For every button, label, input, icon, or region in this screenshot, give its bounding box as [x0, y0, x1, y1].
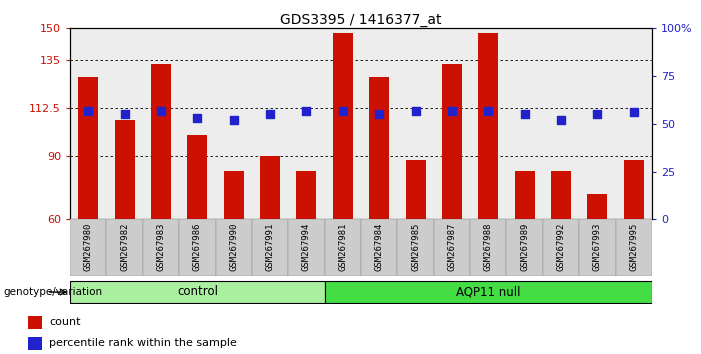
- FancyBboxPatch shape: [361, 219, 397, 276]
- FancyBboxPatch shape: [325, 219, 361, 276]
- Bar: [260, 156, 280, 219]
- Bar: [216, 28, 252, 219]
- Text: AQP11 null: AQP11 null: [456, 285, 521, 298]
- Bar: [224, 171, 244, 219]
- Bar: [28, 337, 42, 350]
- Bar: [28, 316, 42, 329]
- Text: GSM267980: GSM267980: [84, 222, 93, 271]
- Bar: [434, 28, 470, 219]
- FancyBboxPatch shape: [107, 219, 143, 276]
- Bar: [515, 171, 535, 219]
- Text: GSM267991: GSM267991: [266, 222, 275, 271]
- FancyBboxPatch shape: [143, 219, 179, 276]
- Text: percentile rank within the sample: percentile rank within the sample: [49, 338, 237, 348]
- Point: [228, 117, 239, 123]
- Bar: [187, 135, 207, 219]
- Point: [592, 112, 603, 117]
- Bar: [143, 28, 179, 219]
- Text: control: control: [177, 285, 218, 298]
- Bar: [470, 28, 506, 219]
- Bar: [179, 28, 216, 219]
- Text: GSM267992: GSM267992: [557, 222, 566, 271]
- FancyBboxPatch shape: [506, 219, 543, 276]
- Bar: [79, 77, 98, 219]
- Bar: [107, 28, 143, 219]
- Point: [483, 108, 494, 113]
- Text: genotype/variation: genotype/variation: [4, 287, 102, 297]
- Point: [410, 108, 421, 113]
- FancyBboxPatch shape: [543, 219, 579, 276]
- Bar: [543, 28, 579, 219]
- FancyBboxPatch shape: [70, 219, 107, 276]
- Point: [301, 108, 312, 113]
- FancyBboxPatch shape: [325, 281, 652, 303]
- Point: [337, 108, 348, 113]
- Text: GSM267990: GSM267990: [229, 222, 238, 271]
- Bar: [624, 160, 644, 219]
- Point: [83, 108, 94, 113]
- Bar: [297, 171, 316, 219]
- Bar: [151, 64, 171, 219]
- Text: GSM267993: GSM267993: [593, 222, 602, 271]
- Text: GSM267981: GSM267981: [339, 222, 347, 271]
- Point: [447, 108, 458, 113]
- FancyBboxPatch shape: [179, 219, 216, 276]
- Point: [555, 117, 566, 123]
- Bar: [252, 28, 288, 219]
- Bar: [406, 160, 426, 219]
- Bar: [397, 28, 434, 219]
- Text: GSM267988: GSM267988: [484, 222, 493, 271]
- Title: GDS3395 / 1416377_at: GDS3395 / 1416377_at: [280, 13, 442, 27]
- Bar: [551, 171, 571, 219]
- Point: [156, 108, 167, 113]
- FancyBboxPatch shape: [470, 219, 506, 276]
- Text: GSM267983: GSM267983: [156, 222, 165, 271]
- FancyBboxPatch shape: [70, 281, 325, 303]
- Point: [264, 112, 275, 117]
- Text: GSM267994: GSM267994: [302, 222, 311, 271]
- Bar: [70, 28, 107, 219]
- Bar: [361, 28, 397, 219]
- Text: GSM267995: GSM267995: [629, 222, 638, 271]
- Bar: [615, 28, 652, 219]
- Text: GSM267982: GSM267982: [120, 222, 129, 271]
- Bar: [442, 64, 462, 219]
- Text: GSM267986: GSM267986: [193, 222, 202, 271]
- Bar: [325, 28, 361, 219]
- Bar: [288, 28, 325, 219]
- FancyBboxPatch shape: [216, 219, 252, 276]
- Bar: [579, 28, 615, 219]
- Point: [119, 112, 130, 117]
- FancyBboxPatch shape: [397, 219, 434, 276]
- Bar: [333, 33, 353, 219]
- Bar: [369, 77, 389, 219]
- Point: [374, 112, 385, 117]
- Bar: [115, 120, 135, 219]
- Text: GSM267985: GSM267985: [411, 222, 420, 271]
- FancyBboxPatch shape: [434, 219, 470, 276]
- FancyBboxPatch shape: [252, 219, 288, 276]
- FancyBboxPatch shape: [579, 219, 615, 276]
- Point: [628, 110, 639, 115]
- Point: [519, 112, 530, 117]
- FancyBboxPatch shape: [288, 219, 325, 276]
- Point: [192, 115, 203, 121]
- Text: count: count: [49, 317, 81, 327]
- Text: GSM267984: GSM267984: [375, 222, 383, 271]
- Bar: [587, 194, 607, 219]
- Text: GSM267987: GSM267987: [447, 222, 456, 271]
- Text: GSM267989: GSM267989: [520, 222, 529, 271]
- FancyBboxPatch shape: [615, 219, 652, 276]
- Bar: [478, 33, 498, 219]
- Bar: [506, 28, 543, 219]
